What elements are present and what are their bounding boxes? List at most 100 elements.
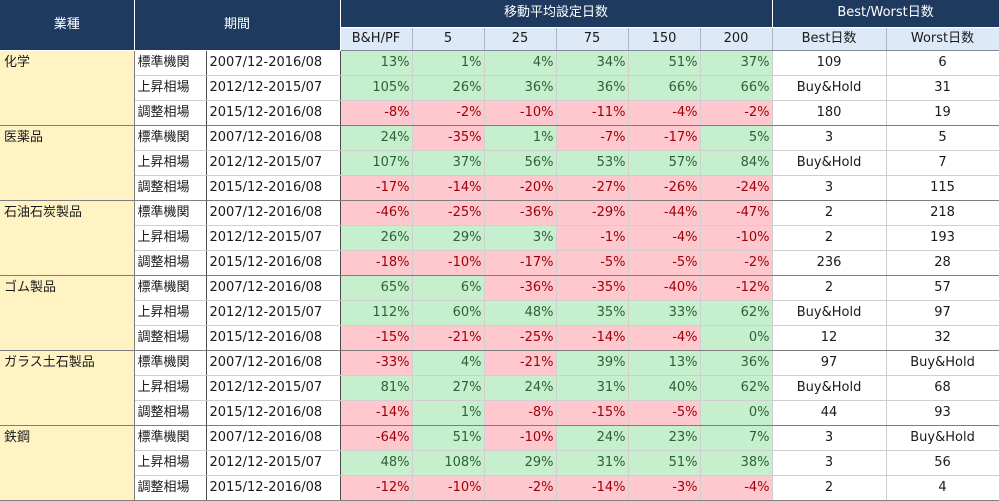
return-cell: -12% xyxy=(700,275,773,301)
return-cell: -2% xyxy=(700,100,773,126)
return-cell: -2% xyxy=(700,250,773,276)
return-cell: 107% xyxy=(340,150,413,176)
return-cell: -4% xyxy=(628,100,701,126)
best-days-cell: 3 xyxy=(772,450,887,476)
return-cell: 0% xyxy=(700,325,773,351)
column-header-ma75: 75 xyxy=(556,27,629,51)
period-range: 2012/12-2015/07 xyxy=(206,75,341,101)
best-days-cell: 44 xyxy=(772,400,887,426)
worst-days-cell: 7 xyxy=(886,150,999,176)
sector-name: ガラス土石製品 xyxy=(0,350,135,426)
table-row: 調整相場 2015/12-2016/08 -8% -2% -10% -11% -4% -2% 1… xyxy=(0,100,999,126)
period-range: 2007/12-2016/08 xyxy=(206,125,341,151)
period-range: 2007/12-2016/08 xyxy=(206,425,341,451)
best-days-cell: 3 xyxy=(772,425,887,451)
table-row: 調整相場 2015/12-2016/08 -15% -21% -25% -14% -4% 0%… xyxy=(0,325,999,351)
best-days-cell: Buy&Hold xyxy=(772,75,887,101)
period-range: 2012/12-2015/07 xyxy=(206,375,341,401)
return-cell: 7% xyxy=(700,425,773,451)
period-range: 2007/12-2016/08 xyxy=(206,200,341,226)
best-days-cell: 3 xyxy=(772,175,887,201)
period-type: 上昇相場 xyxy=(133,75,207,101)
best-days-cell: 97 xyxy=(772,350,887,376)
return-cell: -14% xyxy=(556,475,629,501)
best-days-cell: 2 xyxy=(772,475,887,501)
return-cell: 62% xyxy=(700,300,773,326)
return-cell: 1% xyxy=(412,50,485,76)
worst-days-cell: 32 xyxy=(886,325,999,351)
return-cell: 60% xyxy=(412,300,485,326)
return-cell: -35% xyxy=(412,125,485,151)
best-days-cell: 2 xyxy=(772,275,887,301)
period-type: 上昇相場 xyxy=(133,450,207,476)
return-cell: 31% xyxy=(556,375,629,401)
return-cell: 57% xyxy=(628,150,701,176)
table-row: 上昇相場 2012/12-2015/07 112% 60% 48% 35% 33% 62% Bu… xyxy=(0,300,999,326)
return-cell: -5% xyxy=(628,250,701,276)
return-cell: 5% xyxy=(700,125,773,151)
sector-name: 化学 xyxy=(0,50,135,126)
return-cell: -25% xyxy=(484,325,557,351)
return-cell: 37% xyxy=(700,50,773,76)
return-cell: 51% xyxy=(628,450,701,476)
return-cell: 53% xyxy=(556,150,629,176)
return-cell: -47% xyxy=(700,200,773,226)
sector-name: 医薬品 xyxy=(0,125,135,201)
sector-name: ゴム製品 xyxy=(0,275,135,351)
period-type: 調整相場 xyxy=(133,175,207,201)
period-type: 標準機関 xyxy=(133,200,207,226)
table-row: 上昇相場 2012/12-2015/07 48% 108% 29% 31% 51% 38% 3 5… xyxy=(0,450,999,476)
return-cell: 29% xyxy=(412,225,485,251)
best-days-cell: 180 xyxy=(772,100,887,126)
return-cell: 66% xyxy=(700,75,773,101)
return-cell: 26% xyxy=(412,75,485,101)
ma-group-header: 移動平均設定日数 xyxy=(340,0,773,28)
return-cell: 29% xyxy=(484,450,557,476)
worst-days-cell: 97 xyxy=(886,300,999,326)
return-cell: -2% xyxy=(412,100,485,126)
table-row: 調整相場 2015/12-2016/08 -12% -10% -2% -14% -3% -4%… xyxy=(0,475,999,501)
return-cell: -20% xyxy=(484,175,557,201)
column-header-ma5: 5 xyxy=(412,27,485,51)
return-cell: -10% xyxy=(700,225,773,251)
period-type: 上昇相場 xyxy=(133,150,207,176)
return-cell: 26% xyxy=(340,225,413,251)
worst-days-cell: 218 xyxy=(886,200,999,226)
period-type: 標準機関 xyxy=(133,275,207,301)
bw-group-header: Best/Worst日数 xyxy=(772,0,999,28)
return-cell: -10% xyxy=(412,250,485,276)
return-cell: -14% xyxy=(412,175,485,201)
return-cell: 40% xyxy=(628,375,701,401)
table-row: ゴム製品 標準機関 2007/12-2016/08 65% 6% -36% -35% -40%… xyxy=(0,275,999,351)
return-cell: -15% xyxy=(340,325,413,351)
table-body: 化学 標準機関 2007/12-2016/08 13% 1% 4% 34% 51% 37% 109… xyxy=(0,50,999,501)
return-cell: 31% xyxy=(556,450,629,476)
period-type: 調整相場 xyxy=(133,100,207,126)
period-range: 2015/12-2016/08 xyxy=(206,325,341,351)
period-type: 上昇相場 xyxy=(133,300,207,326)
return-cell: 51% xyxy=(412,425,485,451)
table-row: 鉄鋼 標準機関 2007/12-2016/08 -64% 51% -10% 24% 23% 7%… xyxy=(0,425,999,501)
return-cell: 36% xyxy=(700,350,773,376)
return-cell: -4% xyxy=(700,475,773,501)
return-cell: -29% xyxy=(556,200,629,226)
worst-days-cell: 68 xyxy=(886,375,999,401)
period-type: 上昇相場 xyxy=(133,375,207,401)
worst-days-cell: 193 xyxy=(886,225,999,251)
table-row: 調整相場 2015/12-2016/08 -14% 1% -8% -15% -5% 0% 44 9… xyxy=(0,400,999,426)
return-cell: 37% xyxy=(412,150,485,176)
best-days-cell: 109 xyxy=(772,50,887,76)
period-range: 2015/12-2016/08 xyxy=(206,475,341,501)
return-cell: 24% xyxy=(484,375,557,401)
return-cell: -33% xyxy=(340,350,413,376)
return-cell: 23% xyxy=(628,425,701,451)
return-cell: -10% xyxy=(412,475,485,501)
return-cell: 27% xyxy=(412,375,485,401)
return-cell: -35% xyxy=(556,275,629,301)
worst-days-cell: 5 xyxy=(886,125,999,151)
period-type: 標準機関 xyxy=(133,125,207,151)
return-cell: -2% xyxy=(484,475,557,501)
return-cell: -36% xyxy=(484,275,557,301)
best-days-cell: Buy&Hold xyxy=(772,300,887,326)
